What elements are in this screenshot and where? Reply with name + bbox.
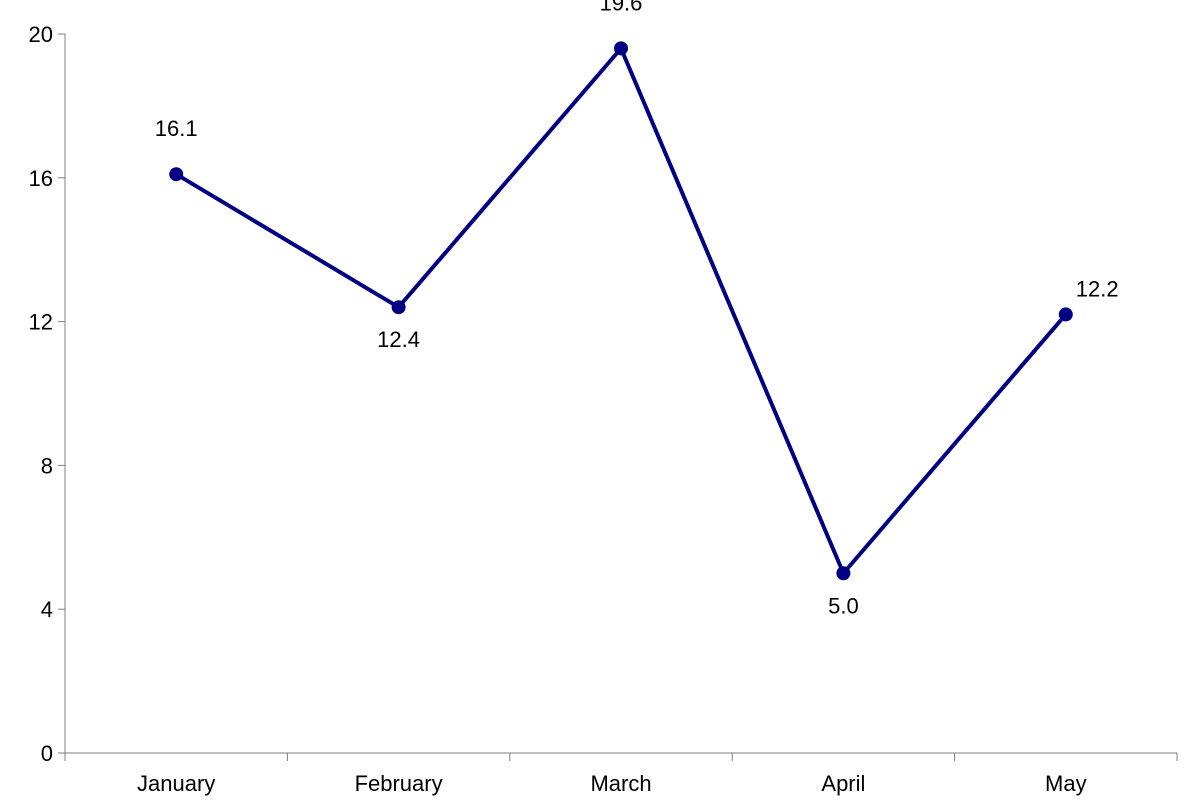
x-tick-label: May bbox=[1045, 771, 1087, 796]
y-tick-label: 16 bbox=[29, 166, 53, 191]
data-label: 12.2 bbox=[1076, 276, 1119, 301]
y-axis: 0 4 8 12 16 20 bbox=[29, 22, 66, 766]
data-point-marker bbox=[1058, 307, 1073, 322]
y-tick-label: 8 bbox=[41, 453, 53, 478]
data-labels: 16.1 12.4 19.6 5.0 12.2 bbox=[155, 0, 1119, 618]
data-label: 12.4 bbox=[377, 327, 420, 352]
series-line bbox=[175, 46, 1068, 576]
y-tick-label: 0 bbox=[41, 741, 53, 766]
y-tick-label: 4 bbox=[41, 597, 53, 622]
y-tick-label: 12 bbox=[29, 310, 53, 335]
data-point-marker bbox=[836, 566, 851, 581]
x-tick-label: February bbox=[355, 771, 443, 796]
x-axis: January February March April May bbox=[64, 752, 1178, 796]
x-tick-label: March bbox=[590, 771, 651, 796]
data-label: 5.0 bbox=[828, 593, 859, 618]
data-point-marker bbox=[614, 41, 628, 56]
data-point-marker bbox=[391, 300, 406, 315]
data-label: 19.6 bbox=[600, 0, 643, 15]
data-label: 16.1 bbox=[155, 116, 198, 141]
y-tick-label: 20 bbox=[29, 22, 53, 47]
x-tick-label: January bbox=[137, 771, 215, 796]
data-point-marker bbox=[169, 167, 184, 182]
x-tick-label: April bbox=[821, 771, 865, 796]
series-line-group bbox=[169, 41, 1073, 581]
